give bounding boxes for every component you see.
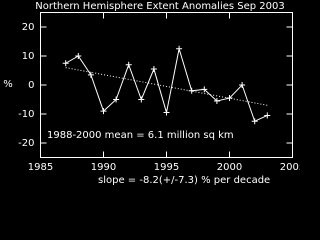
y-axis-label: % <box>3 79 13 90</box>
x-tick-label: 2000 <box>217 162 242 173</box>
point-marker <box>62 60 69 67</box>
point-marker <box>87 71 94 78</box>
y-tick-label: 10 <box>22 51 35 62</box>
y-tick-label: 0 <box>28 80 34 91</box>
y-tick-label: 20 <box>22 22 35 33</box>
point-marker <box>113 96 120 103</box>
point-marker <box>138 96 145 103</box>
point-marker <box>251 118 258 125</box>
x-tick-label: 1985 <box>28 162 53 173</box>
point-marker <box>176 45 183 52</box>
point-marker <box>163 109 170 116</box>
x-tick-label: 1990 <box>91 162 116 173</box>
point-marker <box>226 95 233 102</box>
annotation: slope = -8.2(+/-7.3) % per decade <box>98 175 270 186</box>
point-marker <box>75 53 82 59</box>
point-marker <box>239 82 246 88</box>
x-tick-label: 2005 <box>280 162 300 173</box>
chart-title: Northern Hemisphere Extent Anomalies Sep… <box>35 1 285 12</box>
trend-line <box>65 67 268 106</box>
point-marker <box>150 66 157 73</box>
chart: Northern Hemisphere Extent Anomalies Sep… <box>3 1 300 186</box>
y-tick-label: -20 <box>18 138 34 149</box>
x-tick-label: 1995 <box>154 162 179 173</box>
point-marker <box>100 108 107 115</box>
annotation: 1988-2000 mean = 6.1 million sq km <box>47 130 234 141</box>
point-marker <box>125 61 132 68</box>
point-marker <box>201 86 208 93</box>
y-tick-label: -10 <box>18 109 34 120</box>
point-marker <box>188 87 195 94</box>
point-marker <box>264 112 271 119</box>
point-marker <box>213 97 220 104</box>
